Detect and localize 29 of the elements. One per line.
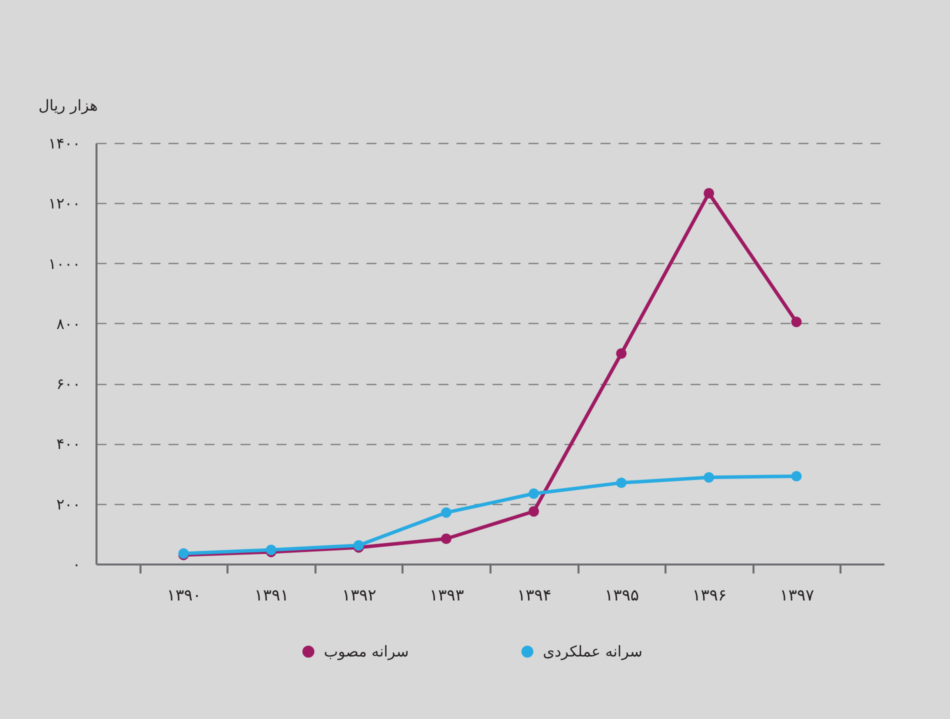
point	[791, 316, 802, 328]
y-tick-label: ۰	[72, 556, 80, 574]
x-tick-label: ۱۳۹۴	[517, 586, 552, 604]
x-tick-label: ۱۳۹۶	[692, 586, 727, 604]
y-tick-label: ۱۴۰۰	[48, 134, 80, 152]
point	[704, 188, 714, 198]
y-tick-label: ۶۰۰	[56, 375, 80, 394]
point	[528, 488, 540, 499]
legend-label: سرانه مصوب	[324, 642, 409, 661]
x-tick-label: ۱۳۹۰	[166, 586, 202, 604]
y-tick-label: ۱۰۰۰	[48, 254, 80, 273]
y-axis-title: هزار ریال	[38, 96, 98, 114]
point	[616, 348, 627, 359]
x-tick-label: ۱۳۹۷	[780, 586, 815, 604]
point	[440, 507, 452, 518]
y-tick-label: ۸۰۰	[56, 314, 80, 333]
point	[440, 534, 452, 544]
point	[616, 478, 627, 488]
point	[528, 506, 540, 517]
point	[704, 472, 714, 483]
x-tick-label: ۱۳۹۳	[430, 586, 464, 604]
x-tick-label: ۱۳۹۱	[254, 586, 289, 604]
legend-label: سرانه عملکردی	[542, 642, 642, 661]
y-tick-label: ۴۰۰	[56, 435, 80, 454]
x-tick-label: ۱۳۹۲	[342, 586, 376, 604]
x-tick-label: ۱۳۹۵	[604, 586, 640, 604]
y-tick-label: ۱۲۰۰	[48, 194, 80, 213]
y-tick-label: ۲۰۰	[56, 495, 80, 514]
point	[791, 470, 802, 482]
